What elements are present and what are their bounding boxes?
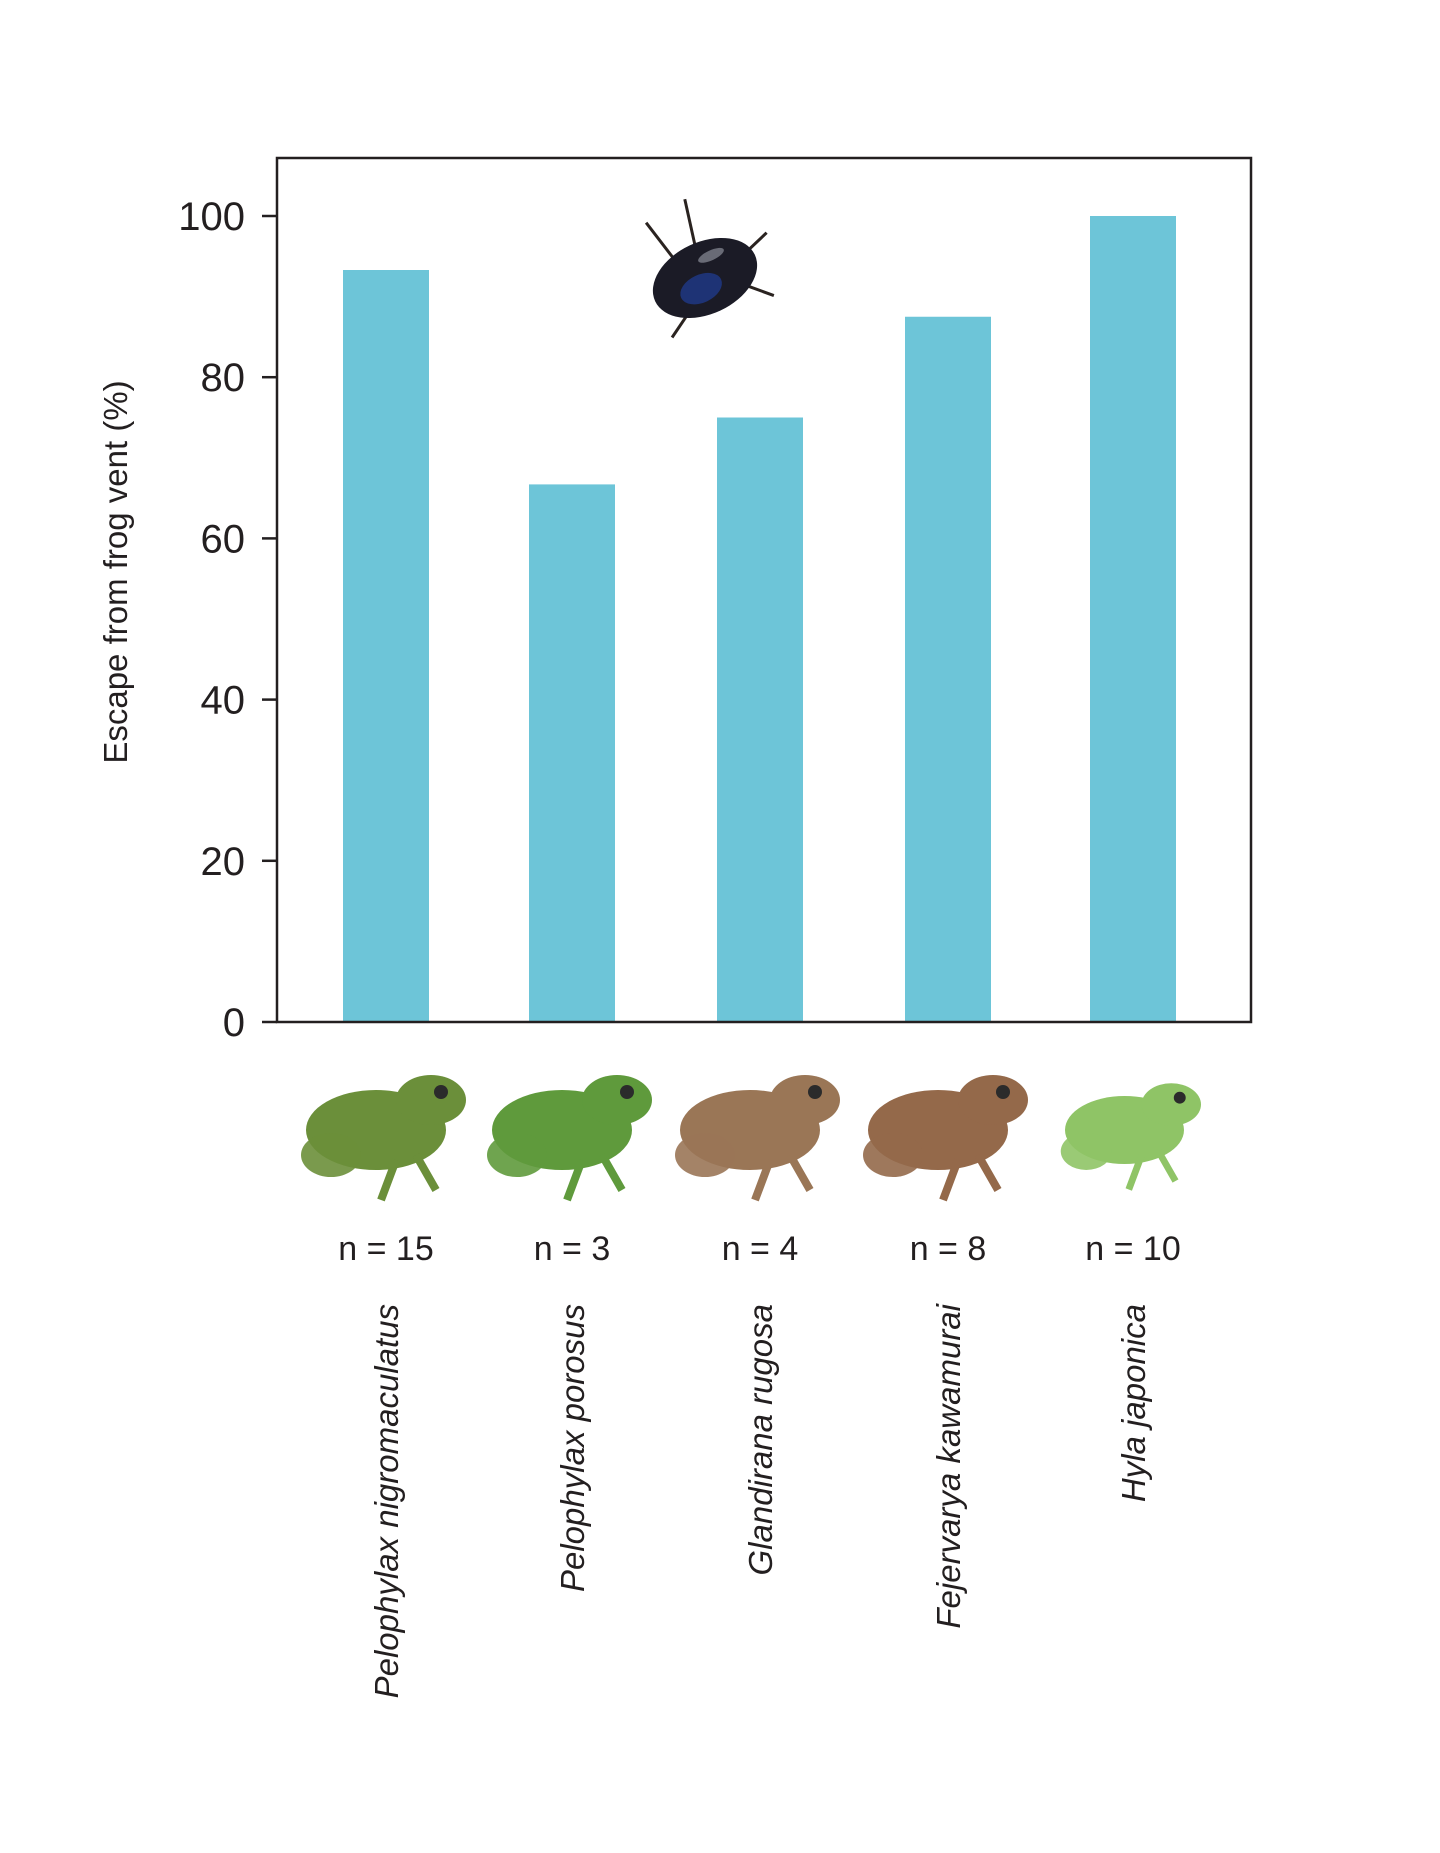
bar-5 — [1090, 216, 1176, 1022]
frog-image-5 — [1060, 1083, 1201, 1191]
y-tick-label-60: 60 — [201, 517, 246, 561]
species-label-5: Hyla japonica — [1115, 1304, 1152, 1502]
sample-size-label-4: n = 8 — [910, 1230, 987, 1268]
frog-image-2 — [487, 1075, 652, 1202]
plot-frame — [275, 156, 1253, 1024]
sample-size-label-2: n = 3 — [534, 1230, 611, 1268]
y-tick-label-100: 100 — [178, 195, 245, 239]
sample-size-label-3: n = 4 — [722, 1230, 799, 1268]
species-label-4: Fejervarya kawamurai — [930, 1302, 967, 1628]
frog-image-3 — [675, 1075, 840, 1202]
bar-3 — [717, 417, 803, 1022]
bar-2 — [529, 484, 615, 1022]
y-axis-label: Escape from frog vent (%) — [97, 380, 134, 763]
y-tick-label-40: 40 — [201, 679, 246, 723]
frog-image-4 — [863, 1075, 1028, 1202]
y-tick-label-0: 0 — [223, 1001, 245, 1045]
species-label-3: Glandirana rugosa — [742, 1304, 779, 1576]
sample-size-label-5: n = 10 — [1085, 1230, 1180, 1268]
water-beetle-image — [644, 198, 775, 339]
species-label-1: Pelophylax nigromaculatus — [368, 1304, 405, 1698]
bar-1 — [343, 270, 429, 1022]
y-tick-label-80: 80 — [201, 356, 246, 400]
sample-size-label-1: n = 15 — [338, 1230, 433, 1268]
bar-4 — [905, 316, 991, 1022]
y-tick-label-20: 20 — [201, 840, 246, 884]
species-label-2: Pelophylax porosus — [554, 1304, 591, 1592]
frog-image-1 — [301, 1075, 466, 1202]
